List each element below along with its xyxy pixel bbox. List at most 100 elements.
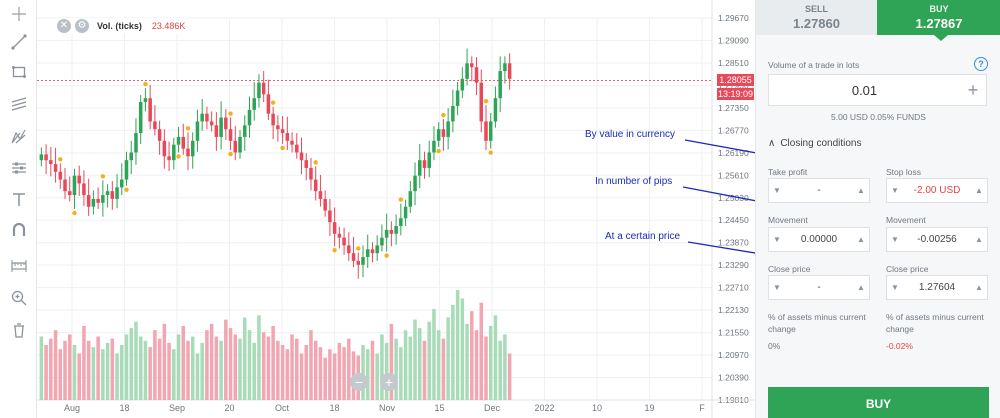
close-indicator-icon[interactable]: ✕ <box>57 19 71 33</box>
volume-bar <box>389 323 394 400</box>
fractal-marker <box>483 98 489 104</box>
decrease-icon[interactable]: ▼ <box>773 235 781 244</box>
stop-loss-stepper[interactable]: ▼ -2.00 USD ▲ <box>886 178 988 203</box>
zoom-in-button[interactable]: + <box>380 373 398 391</box>
candle-body <box>105 191 110 196</box>
volume-bar <box>247 330 252 400</box>
increase-icon[interactable]: ▲ <box>857 283 865 292</box>
volume-bar <box>209 323 214 400</box>
candle-body <box>39 154 44 161</box>
volume-bar <box>101 349 105 400</box>
close-price-value-right[interactable]: 1.27604 <box>918 282 956 293</box>
volume-indicator-legend: ✕ ⚙ Vol. (ticks) 23.486K <box>57 18 186 34</box>
volume-bar <box>153 330 157 400</box>
x-tick-label: Sep <box>169 403 185 413</box>
candle-body <box>318 191 323 199</box>
candle-body <box>181 136 186 149</box>
candle-body <box>309 167 313 180</box>
y-tick-label: 1.22130 <box>718 305 749 315</box>
movement-value-right[interactable]: -0.00256 <box>917 234 957 245</box>
zoom-icon[interactable] <box>0 284 37 312</box>
ruler-icon[interactable] <box>0 252 37 280</box>
candle-body <box>493 98 498 122</box>
fractal-marker <box>441 112 446 118</box>
fractal-marker <box>124 187 129 192</box>
help-icon[interactable]: ? <box>974 57 988 71</box>
candle-body <box>233 140 238 153</box>
crosshair-icon[interactable] <box>0 0 37 28</box>
volume-bar <box>115 353 119 400</box>
candle-body <box>176 136 181 145</box>
decrease-icon[interactable]: ▼ <box>773 283 781 292</box>
buy-tab[interactable]: BUY 1.27867 <box>877 0 1000 35</box>
decrease-icon[interactable]: ▼ <box>891 235 899 244</box>
candle-body <box>484 121 488 141</box>
channel-icon[interactable] <box>0 90 37 118</box>
close-price-stepper-left[interactable]: ▼ - ▲ <box>768 275 870 300</box>
pattern-icon[interactable] <box>0 154 37 182</box>
increase-icon[interactable]: ▲ <box>975 283 983 292</box>
close-price-value-left[interactable]: - <box>817 282 821 293</box>
volume-bar <box>238 338 242 400</box>
increase-icon[interactable]: ▲ <box>857 186 865 195</box>
volume-bar <box>129 328 133 400</box>
closing-conditions-toggle[interactable]: ∧ Closing conditions <box>768 138 862 149</box>
candle-body <box>186 148 190 157</box>
candle-body <box>209 121 214 126</box>
volume-bar <box>403 330 408 400</box>
volume-bar <box>82 325 86 400</box>
volume-input[interactable]: 0.01 + <box>768 74 987 106</box>
x-tick-label: 18 <box>119 403 129 413</box>
y-tick-label: 1.24450 <box>718 215 749 225</box>
candle-body <box>120 179 124 188</box>
volume-bar <box>290 334 294 400</box>
take-profit-stepper[interactable]: ▼ - ▲ <box>768 178 870 203</box>
volume-bar <box>162 323 167 400</box>
rectangle-icon[interactable] <box>0 58 37 86</box>
buy-button[interactable]: BUY <box>768 387 989 418</box>
zoom-out-button[interactable]: − <box>350 373 368 391</box>
increase-icon[interactable]: ▲ <box>857 235 865 244</box>
volume-bar <box>157 338 162 400</box>
volume-bar <box>427 321 431 400</box>
take-profit-value[interactable]: - <box>817 185 821 196</box>
decrease-icon[interactable]: ▼ <box>891 186 899 195</box>
text-icon[interactable] <box>0 186 37 214</box>
candle-body <box>153 121 157 130</box>
increase-icon[interactable]: ▲ <box>975 235 983 244</box>
candle-body <box>380 237 384 246</box>
candle-body <box>58 171 63 180</box>
increase-icon[interactable]: ▲ <box>975 186 983 195</box>
movement-value-left[interactable]: 0.00000 <box>800 234 838 245</box>
candle-body <box>498 71 502 99</box>
candle-body <box>63 179 67 192</box>
volume-bar <box>105 342 110 400</box>
y-tick-label: 1.29670 <box>718 13 749 23</box>
y-tick-label: 1.20970 <box>718 350 749 360</box>
close-price-label-right: Close price <box>886 264 929 274</box>
candle-body <box>503 63 507 72</box>
close-price-stepper-right[interactable]: ▼ 1.27604 ▲ <box>886 275 988 300</box>
candle-body <box>148 98 152 122</box>
trend-line-icon[interactable] <box>0 28 37 56</box>
stop-loss-value[interactable]: -2.00 USD <box>913 185 961 196</box>
candle-timer-tag: 13:19:09 <box>717 88 754 100</box>
fractal-marker <box>176 154 181 159</box>
candle-body <box>86 195 91 207</box>
decrease-icon[interactable]: ▼ <box>891 283 899 292</box>
candle-body <box>432 140 436 153</box>
decrease-icon[interactable]: ▼ <box>773 186 781 195</box>
plus-icon[interactable]: + <box>967 79 979 100</box>
price-chart[interactable]: 1.296701.290901.285101.279301.273501.267… <box>37 0 755 418</box>
movement-stepper-left[interactable]: ▼ 0.00000 ▲ <box>768 227 870 252</box>
trash-icon[interactable] <box>0 316 37 344</box>
volume-value[interactable]: 0.01 <box>851 82 878 98</box>
magnet-icon[interactable] <box>0 216 37 244</box>
x-tick-label: Nov <box>379 403 396 413</box>
candle-body <box>365 249 370 258</box>
fib-icon[interactable] <box>0 122 37 150</box>
indicator-settings-icon[interactable]: ⚙ <box>75 19 89 33</box>
assets-pct-right: -0.02% <box>886 341 913 351</box>
sell-tab[interactable]: SELL 1.27860 <box>756 0 877 35</box>
movement-stepper-right[interactable]: ▼ -0.00256 ▲ <box>886 227 988 252</box>
